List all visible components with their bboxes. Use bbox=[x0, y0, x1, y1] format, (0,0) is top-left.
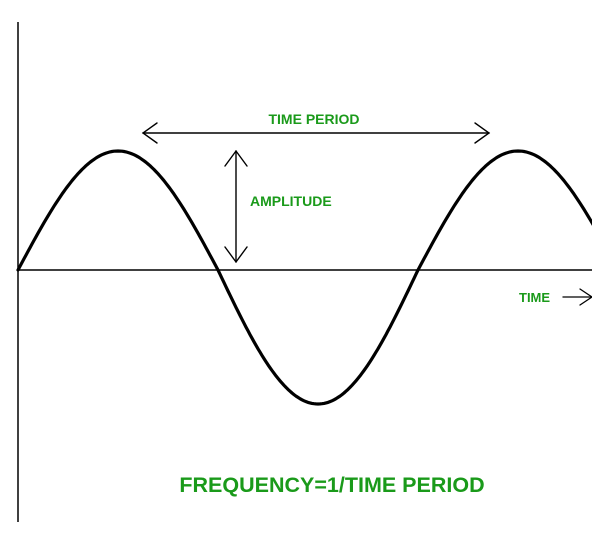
frequency-formula: FREQUENCY=1/TIME PERIOD bbox=[179, 473, 484, 497]
time-axis-label: TIME bbox=[519, 290, 550, 305]
amplitude-label: AMPLITUDE bbox=[250, 193, 332, 209]
time-period-arrow bbox=[141, 122, 491, 144]
amplitude-arrow bbox=[224, 149, 248, 264]
sine-wave bbox=[16, 149, 592, 406]
time-direction-arrow bbox=[562, 288, 592, 306]
time-period-label: TIME PERIOD bbox=[268, 111, 359, 127]
